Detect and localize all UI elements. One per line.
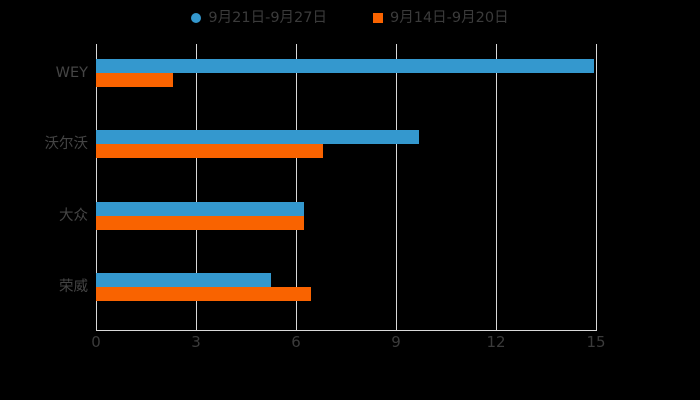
bar-3-series-0[interactable]: [96, 273, 271, 288]
y-axis-label-0: WEY: [55, 64, 88, 81]
x-tickmark-15: [596, 324, 597, 330]
bar-1-series-0[interactable]: [96, 130, 420, 145]
legend-item-series-0[interactable]: 9月21日-9月27日: [191, 8, 327, 28]
x-tickmark-6: [296, 324, 297, 330]
chart-legend: 9月21日-9月27日 9月14日-9月20日: [0, 8, 700, 28]
x-axis-line: [96, 330, 597, 331]
gridline-x-3: [196, 44, 197, 330]
x-tickmark-3: [196, 324, 197, 330]
x-tickmark-12: [496, 324, 497, 330]
x-tick-label-0: 0: [91, 333, 101, 351]
gridline-x-6: [296, 44, 297, 330]
x-tick-label-12: 12: [486, 333, 506, 351]
plot-area: [96, 44, 597, 330]
x-tick-label-3: 3: [191, 333, 201, 351]
legend-item-series-1[interactable]: 9月14日-9月20日: [373, 8, 509, 28]
y-axis-label-2: 大众: [59, 207, 88, 224]
legend-marker-square-icon: [373, 13, 383, 23]
legend-label-series-0: 9月21日-9月27日: [208, 10, 327, 26]
x-tick-label-6: 6: [291, 333, 301, 351]
bar-0-series-0[interactable]: [96, 58, 595, 73]
bar-1-series-1[interactable]: [96, 144, 323, 159]
legend-marker-circle-icon: [191, 13, 202, 23]
bar-2-series-0[interactable]: [96, 201, 305, 216]
gridline-x-9: [396, 44, 397, 330]
x-tickmark-9: [396, 324, 397, 330]
x-tickmark-0: [96, 324, 97, 330]
y-axis-labels: WEY 沃尔沃大众荣威: [0, 44, 89, 330]
gridline-x-15: [596, 44, 597, 330]
y-axis-label-3: 荣威: [59, 279, 88, 296]
x-tick-label-9: 9: [391, 333, 401, 351]
gridline-x-12: [496, 44, 497, 330]
legend-label-series-1: 9月14日-9月20日: [390, 10, 509, 26]
x-tick-label-15: 15: [586, 333, 606, 351]
bar-0-series-1[interactable]: [96, 72, 173, 87]
y-axis-label-1: 沃尔沃: [44, 136, 89, 153]
bar-3-series-1[interactable]: [96, 287, 311, 302]
bar-2-series-1[interactable]: [96, 215, 305, 230]
gridline-x-0: [96, 44, 97, 330]
